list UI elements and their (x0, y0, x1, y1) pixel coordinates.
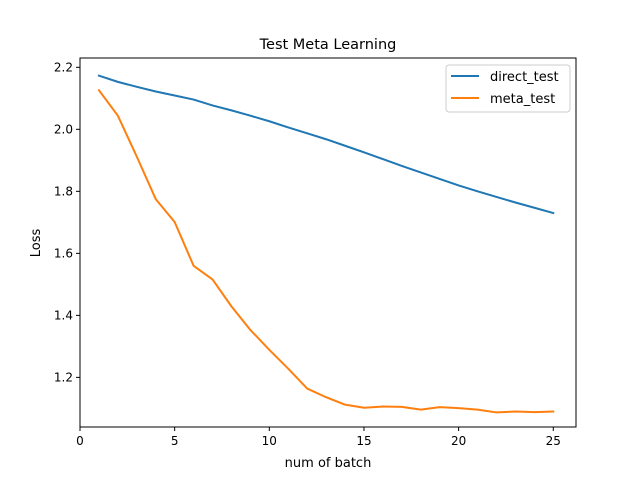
chart-title: Test Meta Learning (259, 37, 397, 53)
x-tick-label: 10 (262, 434, 277, 448)
y-tick-label: 2.0 (54, 122, 73, 136)
y-axis-label: Loss (29, 229, 44, 258)
legend-label-direct-test: direct_test (490, 70, 559, 85)
x-tick-label: 15 (356, 434, 371, 448)
series-layer (97, 74, 555, 414)
legend-label-meta-test: meta_test (490, 92, 555, 107)
x-tick-label: 5 (171, 434, 179, 448)
x-axis-label: num of batch (285, 456, 372, 471)
x-tick-label: 20 (451, 434, 466, 448)
y-tick-label: 1.2 (54, 370, 73, 384)
series-line-meta-test (97, 88, 555, 414)
x-axis: 0 5 10 15 20 25 (76, 427, 561, 448)
plot-frame (79, 57, 577, 428)
y-tick-label: 1.4 (54, 308, 73, 322)
y-axis: 1.2 1.4 1.6 1.8 2.0 2.2 (54, 60, 80, 384)
legend: direct_test meta_test (445, 64, 571, 113)
series-line-direct-test (97, 74, 555, 215)
plot-area (80, 58, 576, 427)
y-tick-label: 1.8 (54, 184, 73, 198)
x-tick-label: 0 (76, 434, 84, 448)
x-tick-label: 25 (546, 434, 561, 448)
y-tick-label: 2.2 (54, 60, 73, 74)
y-tick-label: 1.6 (54, 246, 73, 260)
